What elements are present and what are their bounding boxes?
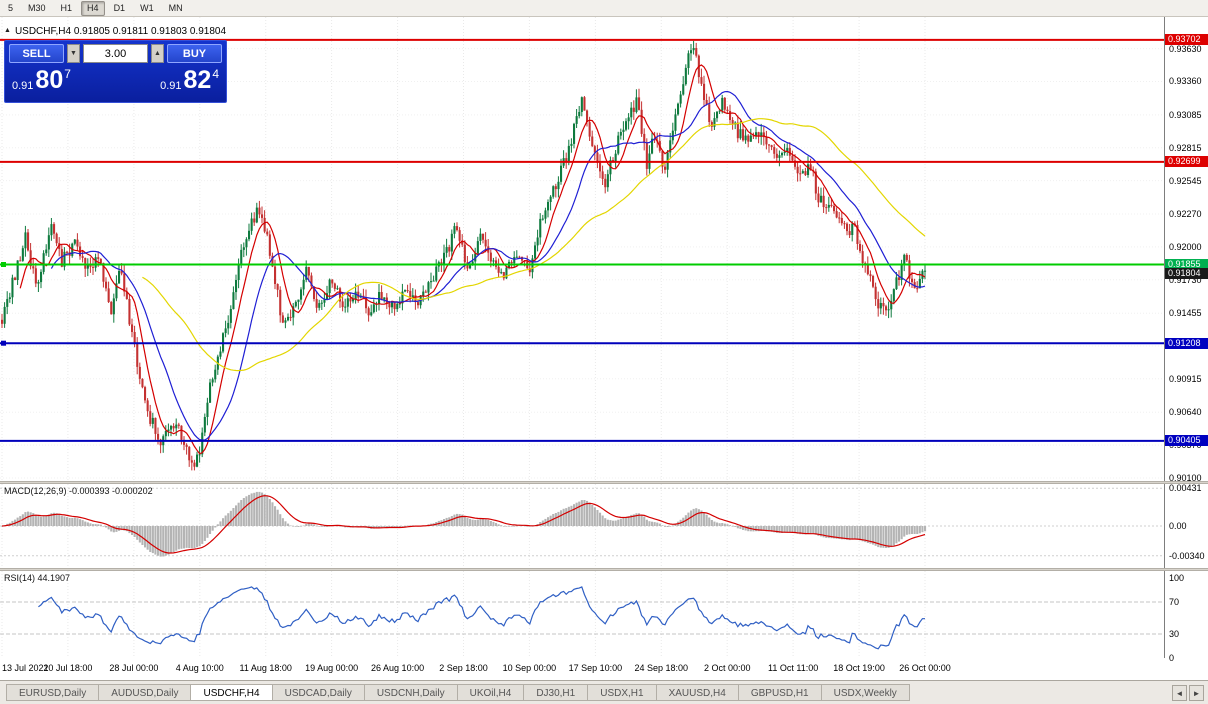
time-axis-label: 18 Oct 19:00 — [833, 663, 885, 673]
tab-usdcnh-daily[interactable]: USDCNH,Daily — [364, 684, 458, 701]
time-axis-label: 17 Sep 10:00 — [568, 663, 623, 673]
tab-gbpusd-h1[interactable]: GBPUSD,H1 — [738, 684, 822, 701]
tabs-scroll-left-button[interactable]: ◄ — [1172, 685, 1187, 701]
buy-button[interactable]: BUY — [167, 44, 222, 63]
rsi-scale-label: 0 — [1169, 653, 1175, 663]
rsi-canvas[interactable] — [0, 571, 1164, 658]
price-tag: 0.90405 — [1165, 435, 1208, 447]
time-axis-label: 13 Jul 2021 — [2, 663, 49, 673]
ask-price: 0.91 82 4 — [160, 64, 219, 96]
tabs-scroll-right-button[interactable]: ► — [1189, 685, 1204, 701]
main-chart-canvas[interactable] — [0, 17, 1164, 481]
tab-usdx-weekly[interactable]: USDX,Weekly — [821, 684, 910, 701]
one-click-collapse-icon[interactable]: ▲ — [4, 27, 11, 34]
period-button-mn[interactable]: MN — [168, 3, 183, 13]
bid-price: 0.91 80 7 — [12, 64, 71, 96]
period-toolbar: 5 M30 H1 H4 D1 W1 MN — [0, 0, 1208, 17]
price-scale[interactable]: 0.93630 0.93360 0.93085 0.92815 0.92545 0.922… — [1164, 17, 1208, 663]
tab-usdx-h1[interactable]: USDX,H1 — [588, 684, 657, 701]
time-axis-label: 20 Jul 18:00 — [43, 663, 93, 673]
price-tag: 0.93702 — [1165, 34, 1208, 46]
bid-price-pips: 80 — [35, 66, 64, 94]
price-scale-label: 0.92270 — [1169, 209, 1202, 220]
rsi-scale-label: 70 — [1169, 597, 1180, 607]
time-axis-label: 19 Aug 00:00 — [305, 663, 359, 673]
price-tag: 0.92699 — [1165, 156, 1208, 168]
price-scale-label: 0.90915 — [1169, 373, 1202, 384]
time-axis-label: 4 Aug 10:00 — [175, 663, 224, 673]
period-button-h4[interactable]: H4 — [81, 1, 105, 16]
period-button-h1[interactable]: H1 — [60, 3, 73, 13]
tab-usdchf-h4[interactable]: USDCHF,H4 — [191, 684, 273, 701]
panel-separator[interactable] — [0, 481, 1208, 484]
period-button-d1[interactable]: D1 — [113, 3, 126, 13]
tab-eurusd-daily[interactable]: EURUSD,Daily — [6, 684, 100, 701]
chart-window: ▲ USDCHF,H4 0.91805 0.91811 0.91803 0.918… — [0, 17, 1208, 663]
bid-price-prefix: 0.91 — [12, 80, 34, 92]
tab-audusd-daily[interactable]: AUDUSD,Daily — [99, 684, 192, 701]
time-axis-label: 2 Sep 18:00 — [439, 663, 488, 673]
chart-title-text: USDCHF,H4 0.91805 0.91811 0.91803 0.9180… — [14, 26, 227, 37]
tab-scroll-controls: ◄ ► — [1170, 685, 1204, 701]
time-axis-label: 28 Jul 00:00 — [109, 663, 159, 673]
time-axis-label: 2 Oct 00:00 — [703, 663, 751, 673]
price-tag: 0.91855 — [1165, 259, 1208, 270]
tab-ukoil-h4[interactable]: UKOil,H4 — [457, 684, 525, 701]
time-axis[interactable]: 13 Jul 2021 20 Jul 18:00 28 Jul 00:00 4 Aug… — [0, 658, 1208, 680]
tab-dj30-h1[interactable]: DJ30,H1 — [524, 684, 589, 701]
macd-indicator-label: MACD(12,26,9) -0.000393 -0.000202 — [4, 486, 153, 496]
time-axis-label: 26 Oct 00:00 — [899, 663, 951, 673]
price-scale-label: 0.90640 — [1169, 407, 1202, 418]
price-scale-label: 0.92000 — [1169, 241, 1202, 252]
price-scale-label: 0.93360 — [1169, 76, 1202, 87]
sell-button[interactable]: SELL — [9, 44, 64, 63]
rsi-indicator-label: RSI(14) 44.1907 — [4, 573, 71, 583]
price-scale-label: 0.92545 — [1169, 175, 1202, 186]
ask-price-pips: 82 — [183, 66, 212, 94]
price-tag: 0.91804 — [1165, 268, 1208, 280]
chart-tabs: EURUSD,Daily AUDUSD,Daily USDCHF,H4 USDCAD,… — [6, 684, 910, 702]
macd-canvas[interactable] — [0, 484, 1164, 568]
one-click-trading-panel: SELL ▼ 3.00 ▲ BUY 0.91 80 7 0.91 82 4 — [4, 40, 227, 103]
price-tag: 0.91208 — [1165, 337, 1208, 349]
price-scale-label: 0.92815 — [1169, 142, 1202, 153]
tab-usdcad-daily[interactable]: USDCAD,Daily — [272, 684, 365, 701]
chart-title: ▲ USDCHF,H4 0.91805 0.91811 0.91803 0.918… — [4, 26, 226, 37]
macd-scale-label: -0.00340 — [1169, 550, 1205, 561]
period-button-w1[interactable]: W1 — [140, 3, 154, 13]
price-scale-label: 0.90100 — [1169, 472, 1202, 483]
time-axis-label: 24 Sep 18:00 — [634, 663, 689, 673]
ask-price-point: 4 — [212, 67, 219, 81]
rsi-scale-label: 100 — [1169, 573, 1185, 583]
time-axis-label: 11 Oct 11:00 — [768, 663, 819, 673]
period-button-m30[interactable]: M30 — [28, 3, 46, 13]
macd-scale-label: 0.00 — [1169, 521, 1187, 531]
period-button-5[interactable]: 5 — [8, 3, 14, 13]
price-scale-label: 0.91730 — [1169, 274, 1202, 285]
ask-price-prefix: 0.91 — [160, 80, 182, 92]
bid-price-point: 7 — [64, 67, 71, 81]
panel-separator[interactable] — [0, 568, 1208, 571]
time-axis-label: 11 Aug 18:00 — [239, 663, 292, 673]
price-scale-label: 0.91455 — [1169, 308, 1202, 319]
chart-tab-bar: EURUSD,Daily AUDUSD,Daily USDCHF,H4 USDCAD,… — [0, 680, 1208, 704]
macd-scale-label: 0.00431 — [1169, 483, 1202, 494]
price-scale-label: 0.93085 — [1169, 109, 1202, 120]
rsi-scale-label: 30 — [1169, 629, 1180, 639]
volume-decrease-button[interactable]: ▼ — [67, 44, 80, 63]
time-axis-label: 10 Sep 00:00 — [502, 663, 557, 673]
volume-increase-button[interactable]: ▲ — [151, 44, 164, 63]
price-scale-label: 0.93630 — [1169, 43, 1202, 54]
volume-input[interactable]: 3.00 — [83, 44, 148, 63]
tab-xauusd-h4[interactable]: XAUUSD,H4 — [656, 684, 739, 701]
time-axis-label: 26 Aug 10:00 — [371, 663, 425, 673]
